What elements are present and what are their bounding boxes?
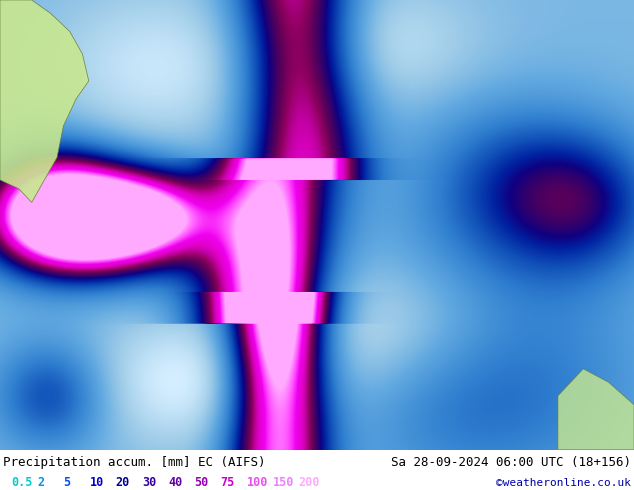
Text: 10: 10 bbox=[89, 476, 104, 490]
Polygon shape bbox=[0, 0, 89, 202]
Text: 20: 20 bbox=[115, 476, 130, 490]
Text: 100: 100 bbox=[247, 476, 268, 490]
Text: 2: 2 bbox=[37, 476, 44, 490]
Text: 50: 50 bbox=[194, 476, 209, 490]
Text: 200: 200 bbox=[299, 476, 320, 490]
Text: 5: 5 bbox=[63, 476, 70, 490]
Text: 30: 30 bbox=[142, 476, 156, 490]
Text: Precipitation accum. [mm] EC (AIFS): Precipitation accum. [mm] EC (AIFS) bbox=[3, 456, 266, 469]
Text: Sa 28-09-2024 06:00 UTC (18+156): Sa 28-09-2024 06:00 UTC (18+156) bbox=[391, 456, 631, 469]
Polygon shape bbox=[558, 369, 634, 450]
Text: ©weatheronline.co.uk: ©weatheronline.co.uk bbox=[496, 478, 631, 488]
Text: 150: 150 bbox=[273, 476, 294, 490]
Text: 40: 40 bbox=[168, 476, 182, 490]
Text: 75: 75 bbox=[220, 476, 235, 490]
Text: 0.5: 0.5 bbox=[11, 476, 32, 490]
